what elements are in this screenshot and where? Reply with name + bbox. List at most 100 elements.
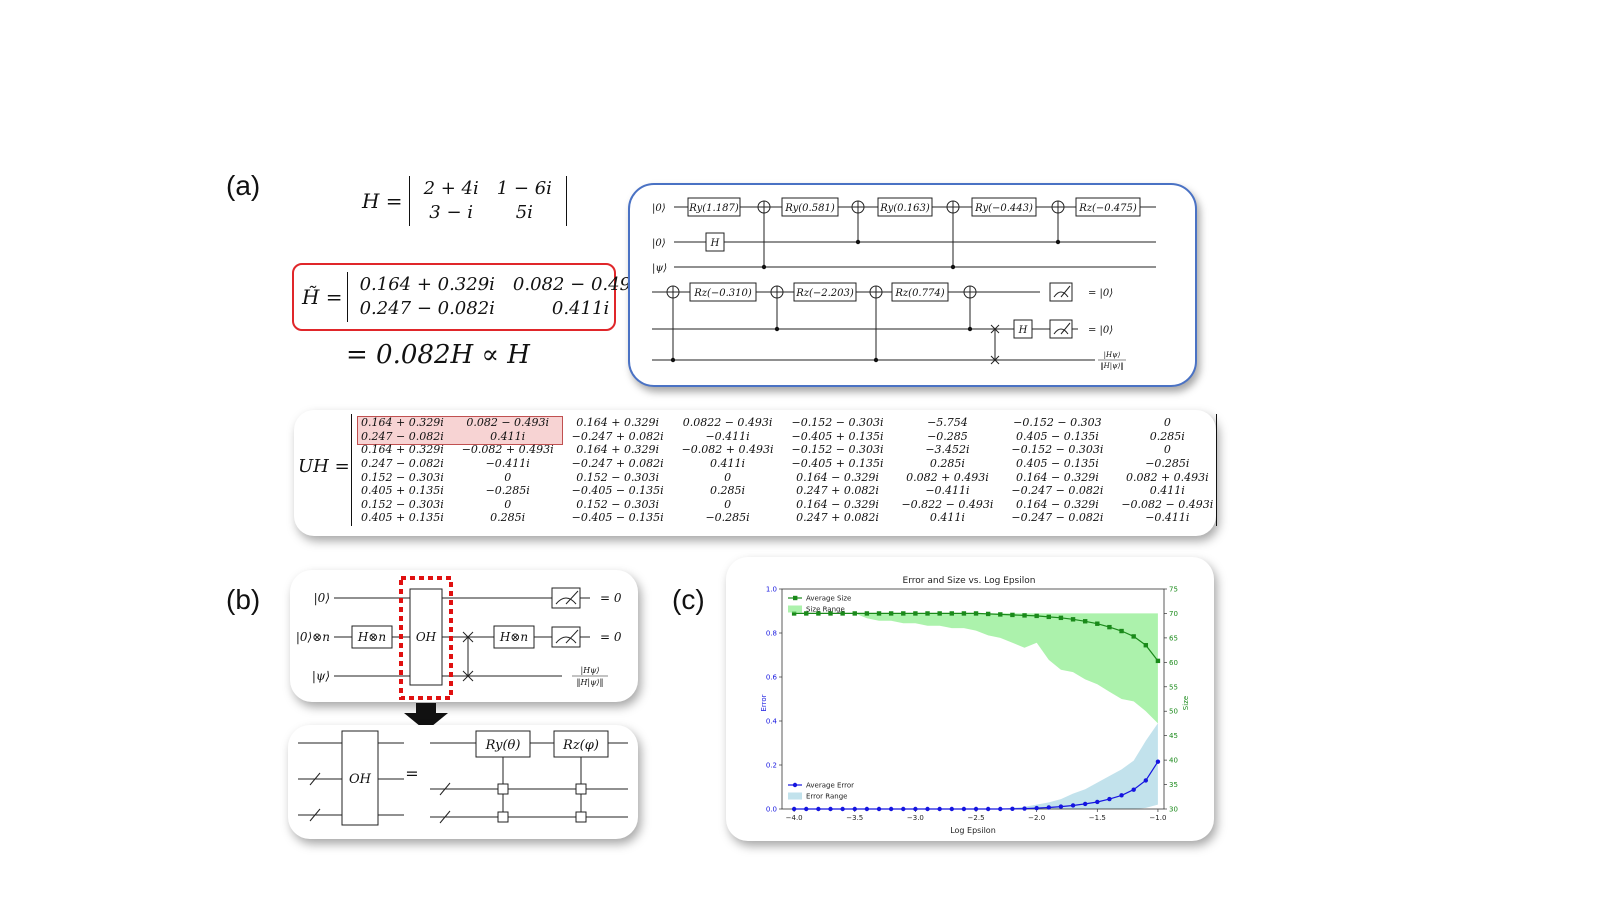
data-point [1119,628,1124,634]
output-fraction-num: |Hψ⟩ [1104,351,1121,359]
gate-label: Ry(1.187) [688,203,739,214]
data-point [1143,643,1149,648]
decomposition-diagram: OH = Ry(θ) Rz(φ) [298,730,628,826]
gate-label: H [710,238,720,249]
control-dot [950,264,956,270]
uh-cell: −0.082 + 0.493i [461,443,554,457]
uh-cell: 0.405 + 0.135i [361,511,444,525]
gate-box [877,197,933,217]
uh-cell: 0.082 − 0.493i [466,416,550,430]
uh-cell: 0.164 − 0.329i [1016,470,1099,484]
data-point [925,611,930,616]
data-point [925,806,930,812]
data-point [937,806,942,812]
data-point [1046,614,1051,620]
legend-label: Error Range [806,793,847,801]
uh-cell: −0.405 − 0.135i [571,511,664,525]
control-dot [774,326,780,332]
y-tick-label: 0.2 [766,762,777,770]
gate-label: H⊗n [357,630,386,644]
gate-label: Rz(0.774) [894,288,944,299]
data-point [791,611,797,616]
data-point [1034,805,1039,811]
data-point [901,806,906,812]
uh-cell: −0.405 + 0.135i [791,457,884,471]
data-point [888,611,894,616]
uh-cell: 0.405 + 0.135i [361,484,444,498]
legend-label: Average Size [806,595,851,603]
band-size-range [794,613,1158,724]
data-point [961,611,967,616]
uh-cell: 0.247 + 0.082i [796,484,879,498]
uh-cell: 0.247 + 0.082i [796,511,879,525]
uh-row: 0.164 + 0.329i 0.082 − 0.493i 0.164 + 0.32… [352,416,1222,430]
data-point [1107,624,1112,630]
h-matrix-lhs: H = [362,189,403,213]
uh-cell: −0.285i [1145,457,1190,471]
uh-cell: 0.164 − 0.329i [796,497,879,511]
output-fraction-den: ‖H|ψ⟩‖ [576,678,603,687]
gate-label: Rz(−2.203) [795,288,854,299]
data-point [1022,806,1027,811]
wire-label: |0⟩⊗n [296,630,330,644]
wire-label: |0⟩ [652,238,666,249]
y2-tick-label: 40 [1169,757,1178,765]
uh-cell: −0.247 − 0.082i [1011,511,1104,525]
uh-cell: −0.152 − 0.303i [791,443,884,457]
uh-cell: −0.411i [705,429,750,443]
uh-cell: 0.411i [710,457,746,471]
gate-box [1013,319,1033,339]
uh-cell: −0.822 − 0.493i [901,497,994,511]
control-dot [967,326,973,332]
y2-tick-label: 60 [1169,659,1178,667]
uh-cell: 0.247 − 0.082i [361,457,444,471]
h-tilde-cell: 0.247 − 0.082i [359,298,495,319]
uh-cell: 0.411i [929,511,965,525]
panel-label-a: (a) [226,170,261,201]
uh-cell: 0.0822 − 0.493i [682,416,773,430]
data-point [1095,799,1100,805]
uh-cell: −0.152 − 0.303 [1013,416,1102,430]
gate-label: Rz(φ) [562,738,599,753]
h-tilde-cell: 0.082 − 0.493i [512,274,649,295]
chart-card: Error and Size vs. Log Epsilon Log Epsil… [726,557,1214,841]
y2-tick-label: 75 [1169,586,1178,594]
oracle-gate [341,730,379,826]
gate-label: Rz(−0.475) [1078,203,1137,214]
data-point [1082,619,1088,624]
uh-cell: 0.247 − 0.082i [361,429,444,443]
multi-qubit-slash [439,782,451,796]
y-tick-label: 0.6 [766,674,778,682]
uh-cell: 0.082 + 0.493i [1125,470,1209,484]
data-point [985,806,991,812]
control-dot [1055,239,1061,245]
measurement-icon [555,636,577,644]
uh-matrix-table: 0.164 + 0.329i 0.082 − 0.493i 0.164 + 0.32… [352,416,1222,525]
measurement-icon [1053,328,1069,335]
gate-label: OH [349,772,372,787]
data-point [828,806,833,812]
uh-cell: 0 [1163,416,1171,430]
x-tick-label: −2.5 [968,814,985,822]
data-point [1131,787,1136,792]
data-point [1119,793,1124,798]
data-point [949,611,954,616]
y2-tick-label: 50 [1169,708,1178,716]
legend-label: Size Range [806,606,845,614]
h-matrix: H = 2 + 4i 1 − 6i 3 − i 5i [362,176,567,226]
uh-cell: −0.247 + 0.082i [571,429,664,443]
uh-cell: −0.411i [485,457,530,471]
uh-cell: 0.164 + 0.329i [361,443,444,457]
output-label: = |0⟩ [1088,288,1113,299]
chart-title: Error and Size vs. Log Epsilon [903,576,1036,586]
y2-tick-label: 35 [1169,781,1178,789]
uh-cell: −0.405 − 0.135i [571,484,664,498]
circuit-b-diagram: |0⟩ |0⟩⊗n |ψ⟩ H⊗n OH H⊗n = 0 = 0 |Hψ⟩ ‖H… [296,576,622,700]
uh-cell: −0.285 [927,429,968,443]
circuit-a-card: |0⟩ |0⟩ |ψ⟩ Ry(1.187) Ry(0.581) Ry(0.163… [628,183,1197,387]
control-box [575,811,587,823]
h-cell: 2 + 4i [423,178,479,199]
multi-qubit-slash [309,808,321,822]
wire-label: |ψ⟩ [312,669,330,683]
data-point [973,806,979,812]
